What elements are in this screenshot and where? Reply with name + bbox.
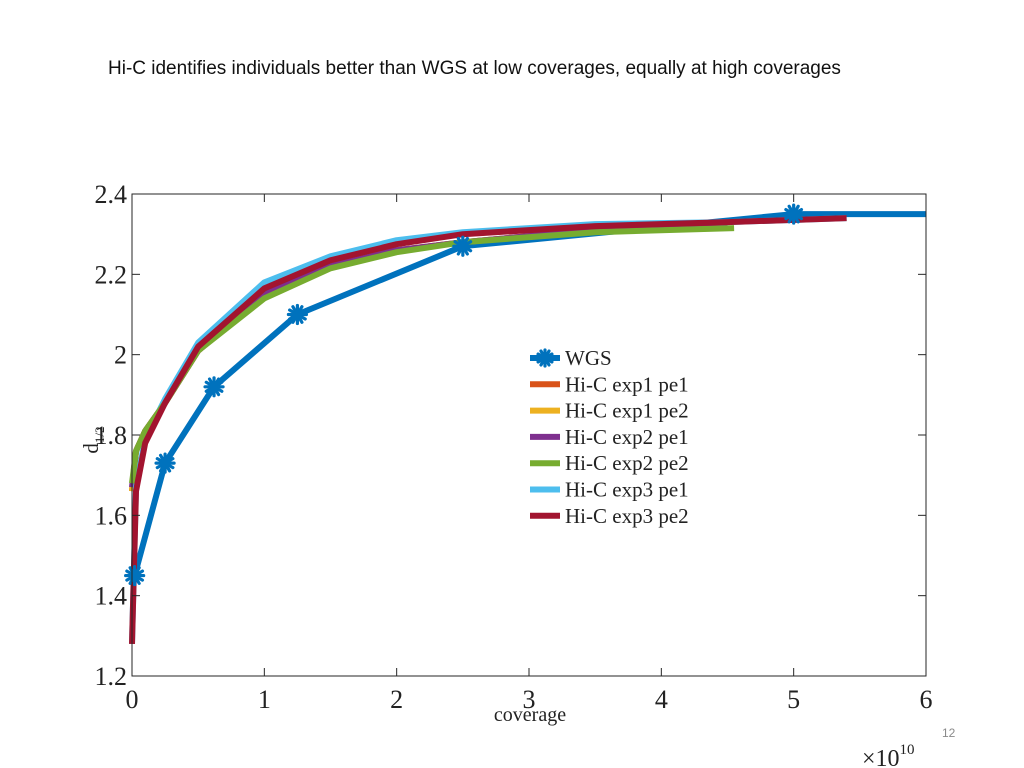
y-axis-label: d1/2 (79, 426, 107, 453)
legend-item-hi-c-exp3-pe2: Hi-C exp3 pe2 (530, 504, 689, 528)
data-point-wgs-5 (783, 203, 805, 225)
legend-label-hi-c-exp1-pe2: Hi-C exp1 pe2 (565, 399, 689, 423)
y-tick-label-0: 1.2 (95, 662, 128, 691)
y-tick-label-6: 2.4 (95, 180, 128, 209)
slide-title: Hi-C identifies individuals better than … (108, 58, 841, 79)
legend-label-hi-c-exp3-pe1: Hi-C exp3 pe1 (565, 478, 689, 502)
data-point-wgs-2 (203, 376, 225, 398)
svg-text:d1/2: d1/2 (79, 426, 107, 453)
legend-label-hi-c-exp1-pe1: Hi-C exp1 pe1 (565, 372, 689, 396)
legend-item-wgs: WGS (530, 346, 612, 370)
series-line-hi-c-exp3-pe1 (129, 215, 847, 644)
data-point-wgs-0 (124, 564, 146, 587)
x-tick-label-2: 2 (390, 685, 403, 714)
series-line-hi-c-exp3-pe2 (129, 215, 847, 644)
legend-item-hi-c-exp1-pe2: Hi-C exp1 pe2 (530, 399, 689, 423)
legend-item-hi-c-exp2-pe1: Hi-C exp2 pe1 (530, 425, 689, 449)
slide-number: 12 (942, 726, 956, 740)
y-tick-label-5: 2.2 (95, 260, 128, 289)
plot-frame (131, 193, 927, 677)
axes: 0 1 2 3 4 5 6 1.2 1.4 1.6 1.8 2 2.2 2.4 (95, 180, 933, 714)
y-tick-label-3: 1.8 (95, 421, 128, 450)
data-point-wgs-1 (154, 452, 176, 474)
x-tick-label-0: 0 (126, 685, 139, 714)
y-tick-label-4: 2 (114, 341, 127, 370)
legend-marker-wgs (535, 348, 555, 368)
x-tick-label-6: 6 (920, 685, 933, 714)
y-axis-label-subscript: 1/2 (92, 426, 107, 443)
x-axis-exponent: ×1010 (862, 742, 915, 768)
x-tick-label-1: 1 (258, 685, 271, 714)
legend-label-hi-c-exp3-pe2: Hi-C exp3 pe2 (565, 504, 689, 528)
legend-item-hi-c-exp3-pe1: Hi-C exp3 pe1 (530, 478, 689, 502)
series-line-hi-c-exp2-pe2 (129, 225, 735, 484)
legend-item-hi-c-exp1-pe1: Hi-C exp1 pe1 (530, 372, 689, 396)
x-tick-label-4: 4 (655, 685, 668, 714)
x-axis-exponent-power: 10 (900, 742, 915, 758)
legend-item-hi-c-exp2-pe2: Hi-C exp2 pe2 (530, 451, 689, 475)
x-tick-label-5: 5 (787, 685, 800, 714)
y-tick-label-1: 1.4 (95, 582, 128, 611)
legend-label-hi-c-exp2-pe2: Hi-C exp2 pe2 (565, 451, 689, 475)
x-axis-label: coverage (494, 704, 566, 726)
y-tick-label-2: 1.6 (95, 501, 128, 530)
axis-labels: coverage d1/2 ×1010 (79, 426, 915, 768)
x-axis-exponent-base: ×10 (862, 746, 900, 768)
data-point-wgs-3 (286, 303, 309, 326)
legend-label-wgs: WGS (565, 346, 612, 370)
y-axis-label-main: d (79, 443, 103, 454)
x-tick-label-3: 3 (523, 685, 536, 714)
plot-content: 0 1 2 3 4 5 6 1.2 1.4 1.6 1.8 2 2.2 2.4 (95, 180, 933, 714)
legend-label-hi-c-exp2-pe1: Hi-C exp2 pe1 (565, 425, 689, 449)
data-point-wgs-4 (452, 235, 474, 257)
series-line-wgs (131, 211, 926, 577)
